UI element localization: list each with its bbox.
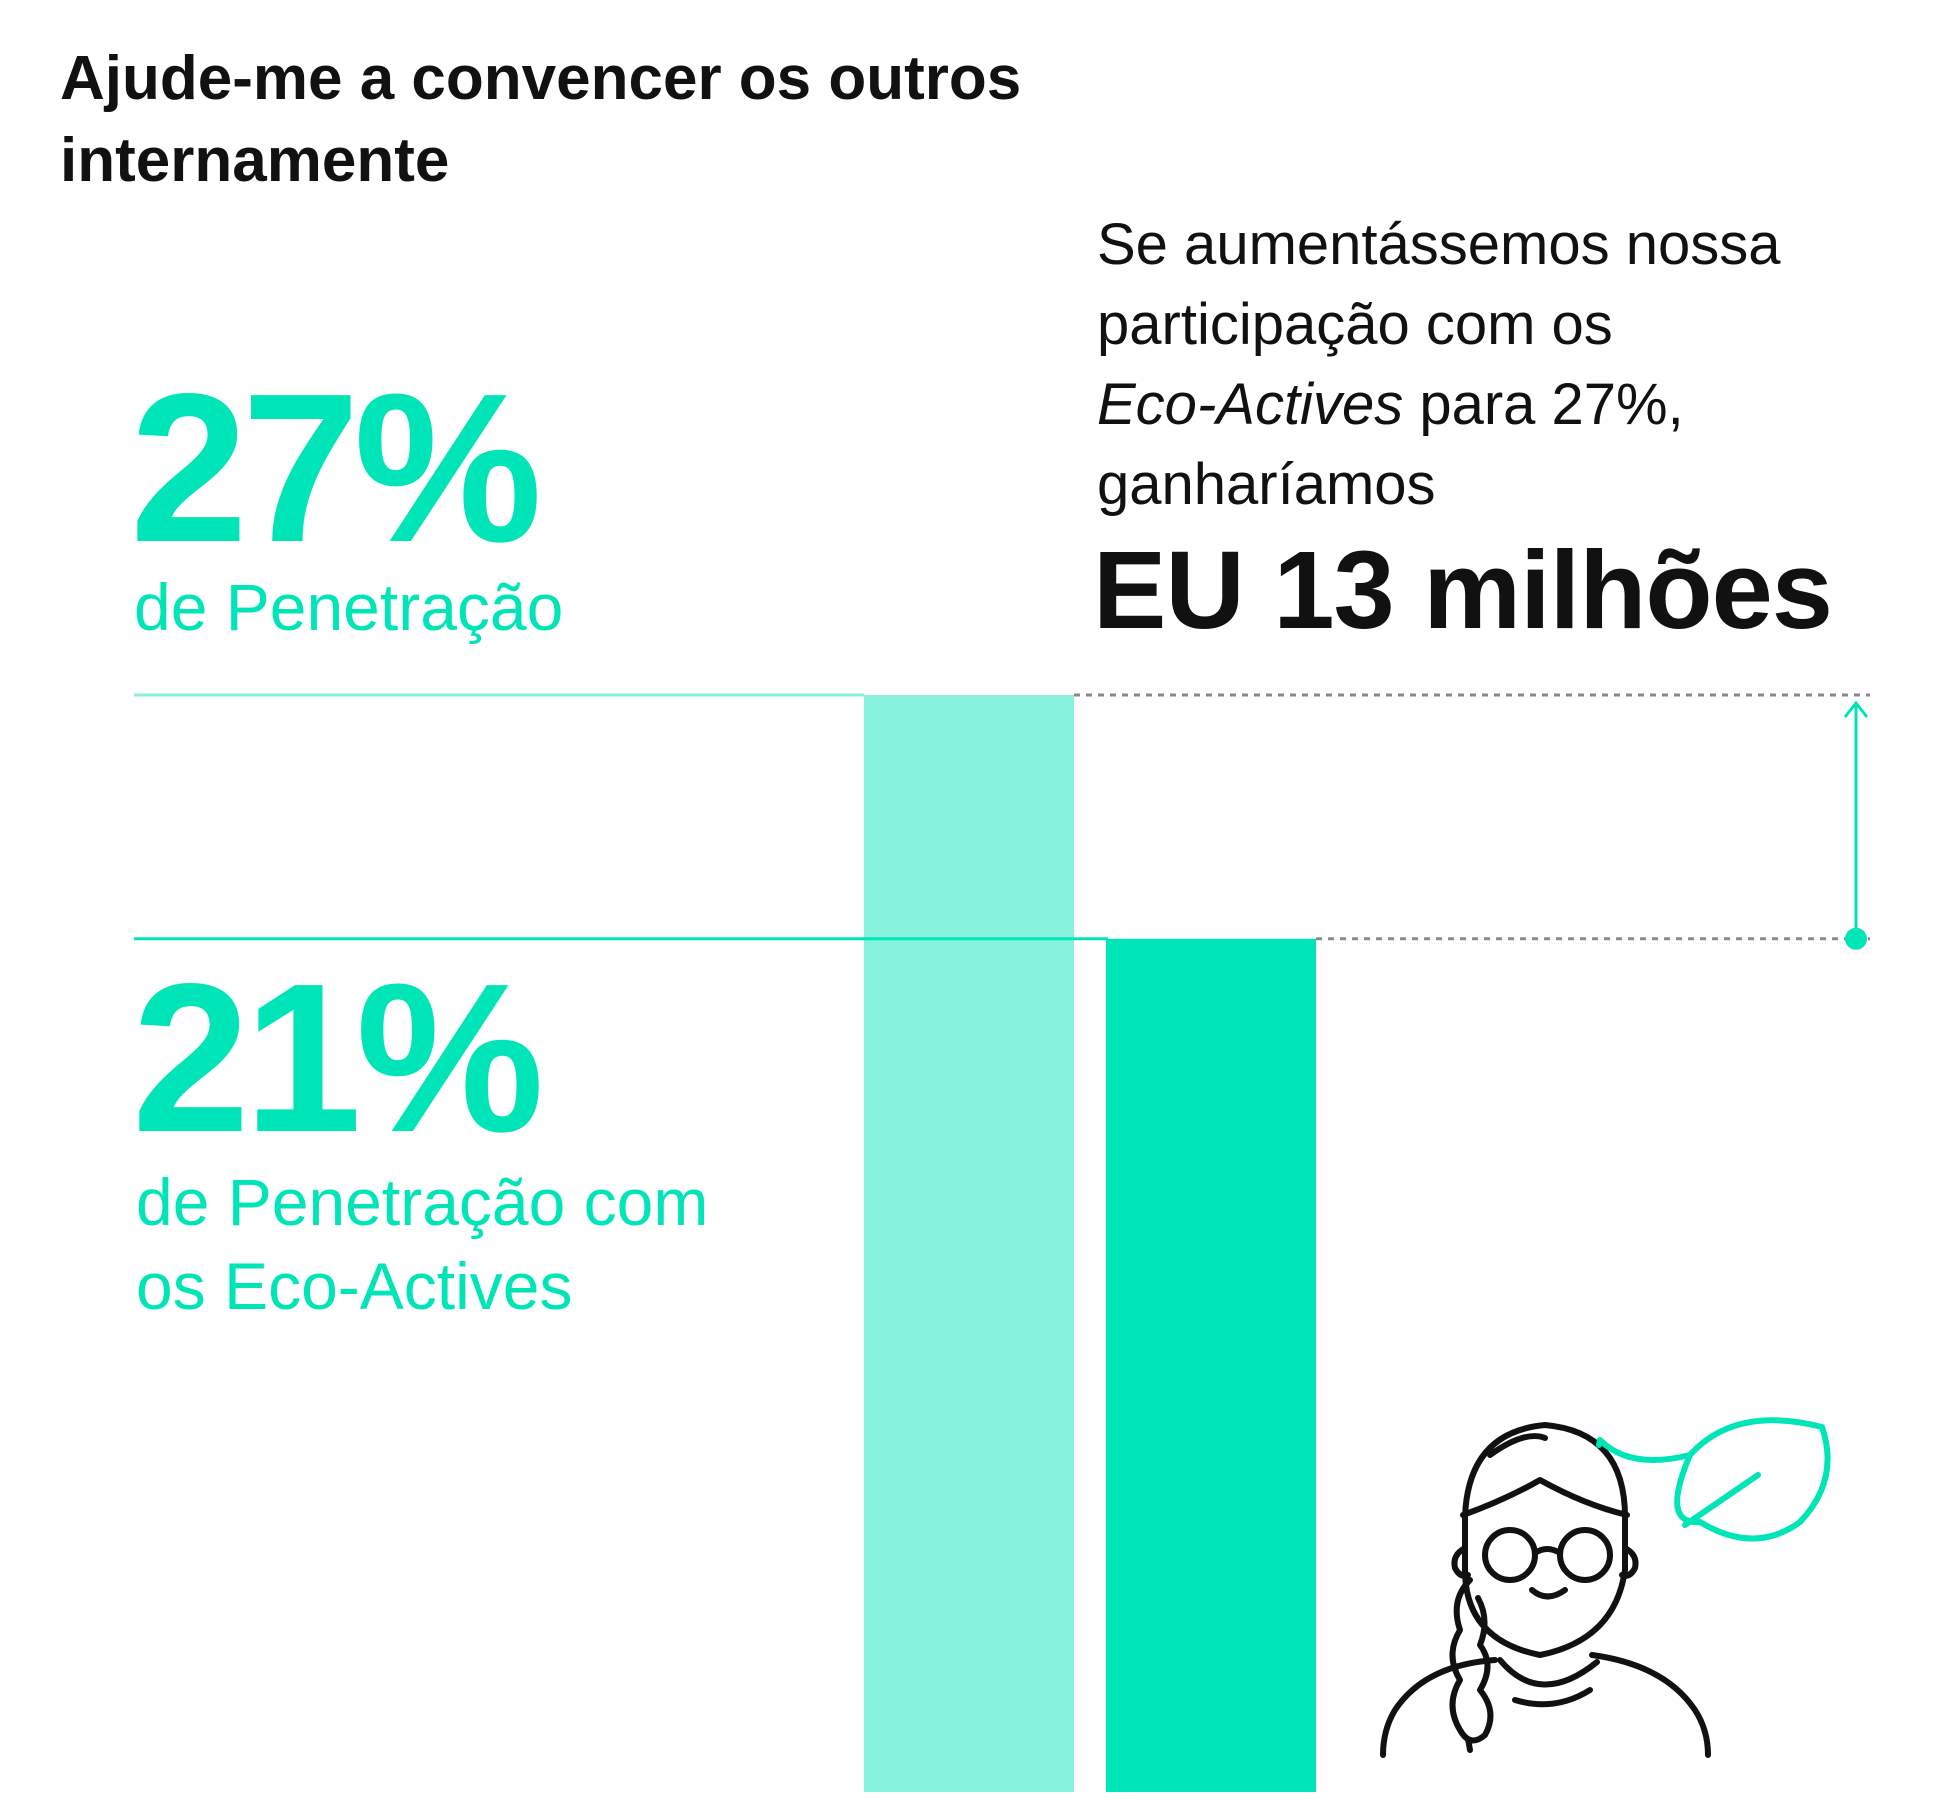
callout-line-1: Se aumentássemos nossa	[1097, 212, 1781, 277]
bar-2	[1106, 938, 1316, 1792]
top-percentage-label: de Penetração	[134, 570, 564, 644]
callout-text: Se aumentássemos nossa participação com …	[1097, 205, 1917, 525]
callout-line-3-rest: para 27%,	[1403, 372, 1684, 437]
leaf-icon	[1596, 1417, 1831, 1542]
bottom-percentage: 21%	[132, 939, 544, 1176]
bar-1	[864, 695, 1074, 1792]
callout-amount: EU 13 milhões	[1093, 529, 1833, 652]
top-percentage: 27%	[130, 349, 542, 586]
callout-eco-actives: Eco-Actives	[1097, 372, 1404, 437]
callout-line-4: ganharíamos	[1097, 452, 1436, 517]
arrow-base-dot	[1845, 927, 1867, 950]
bars-layer	[864, 695, 1316, 1792]
page-title: Ajude-me a convencer os outros intername…	[60, 44, 1022, 195]
arrow-head-icon	[1843, 700, 1869, 718]
reference-lines	[134, 693, 1870, 950]
callout-line-3: Eco-Actives para 27%,	[1097, 365, 1917, 445]
person-with-glasses-braid-icon	[1380, 1422, 1711, 1758]
callout-line-2: participação com os	[1097, 292, 1613, 357]
bottom-percentage-label: de Penetração com os Eco-Actives	[136, 1165, 709, 1323]
